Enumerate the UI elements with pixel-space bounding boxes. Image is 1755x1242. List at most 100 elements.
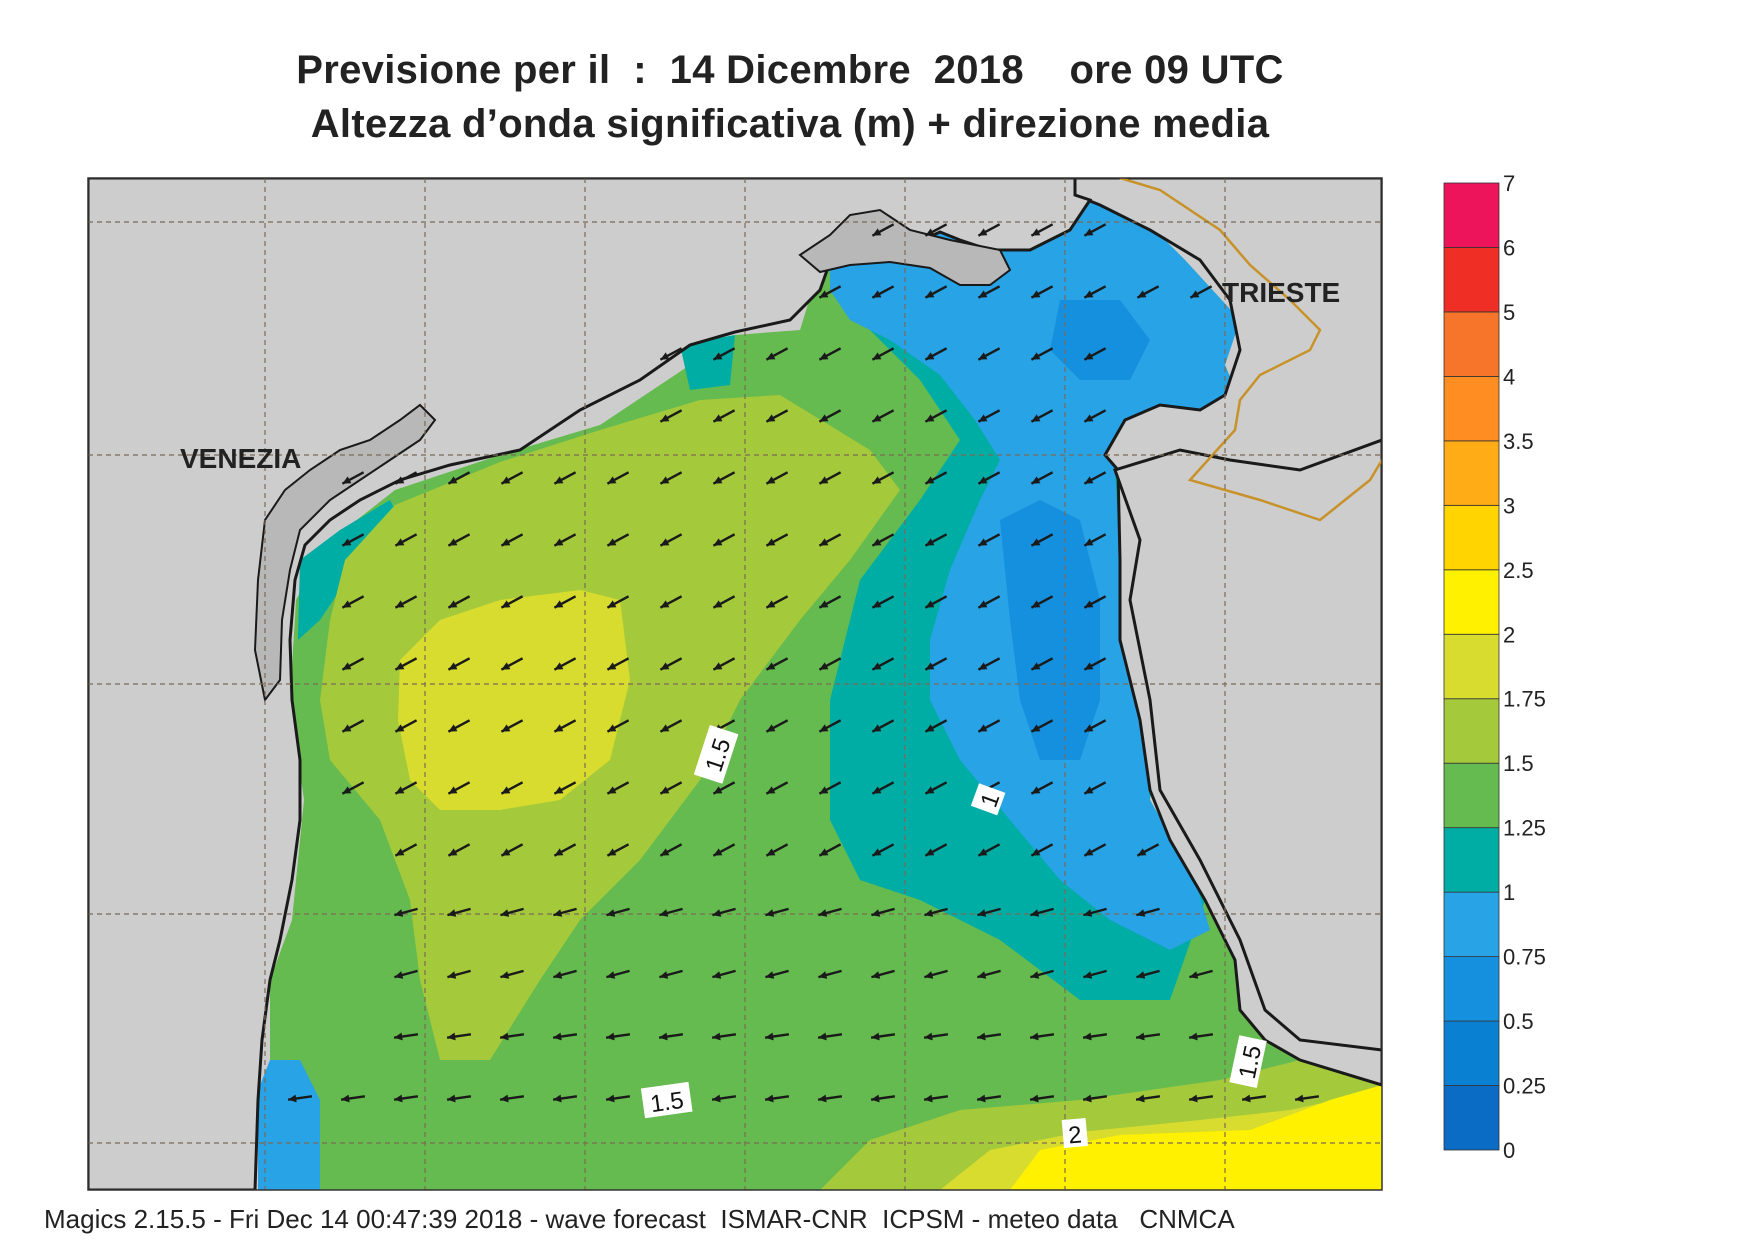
direction-arrowhead (342, 662, 352, 670)
direction-arrowhead (1242, 1094, 1251, 1103)
direction-arrowhead (872, 786, 882, 794)
direction-arrowhead (925, 414, 935, 422)
direction-arrowhead (765, 909, 775, 917)
direction-arrowhead (501, 724, 511, 732)
land-istria (1113, 438, 1382, 1052)
legend-swatch (1443, 891, 1500, 958)
direction-arrowhead (659, 1032, 668, 1041)
direction-arrowhead (818, 909, 828, 917)
direction-arrowhead (1084, 228, 1094, 236)
direction-arrowhead (1031, 414, 1041, 422)
direction-arrowhead (395, 600, 405, 608)
legend-tick-label: 3.5 (1503, 429, 1534, 454)
direction-arrowhead (448, 724, 458, 732)
direction-arrowhead (554, 476, 564, 484)
direction-arrowhead (713, 538, 723, 546)
direction-arrowhead (1084, 352, 1094, 360)
legend-tick-label: 0.5 (1503, 1009, 1534, 1034)
legend-swatch (1443, 633, 1500, 700)
direction-arrowhead (554, 724, 564, 732)
direction-arrowhead (712, 1094, 721, 1103)
direction-arrowhead (924, 971, 934, 979)
direction-arrowhead (660, 352, 670, 360)
direction-arrowhead (766, 414, 776, 422)
direction-arrowhead (554, 786, 564, 794)
direction-arrowhead (1031, 538, 1041, 546)
direction-arrowhead (713, 352, 723, 360)
direction-arrowhead (501, 662, 511, 670)
direction-arrowhead (660, 662, 670, 670)
direction-arrowhead (1084, 600, 1094, 608)
direction-arrowhead (342, 600, 352, 608)
direction-arrowhead (660, 600, 670, 608)
direction-arrowhead (978, 600, 988, 608)
direction-arrowhead (501, 476, 511, 484)
direction-arrowhead (1136, 1032, 1145, 1041)
title-line-1: Previsione per il : 14 Dicembre 2018 ore… (296, 48, 1284, 92)
direction-arrowhead (1137, 848, 1147, 856)
direction-arrowhead (766, 476, 776, 484)
direction-arrowhead (1189, 1032, 1198, 1041)
direction-arrowhead (1083, 1094, 1092, 1103)
direction-arrowhead (342, 538, 352, 546)
direction-arrowhead (394, 1094, 403, 1103)
direction-arrowhead (872, 352, 882, 360)
direction-arrowhead (1084, 414, 1094, 422)
legend-tick-label: 0.75 (1503, 945, 1546, 970)
legend-tick-label: 0 (1503, 1138, 1515, 1163)
direction-arrowhead (924, 1094, 933, 1103)
direction-arrowhead (1190, 290, 1200, 298)
direction-arrowhead (395, 848, 405, 856)
direction-arrowhead (872, 662, 882, 670)
direction-arrowhead (342, 724, 352, 732)
direction-arrowhead (448, 538, 458, 546)
direction-arrowhead (554, 662, 564, 670)
direction-arrowhead (447, 971, 457, 979)
direction-arrowhead (554, 600, 564, 608)
legend-swatch (1443, 504, 1500, 571)
direction-arrowhead (712, 971, 722, 979)
direction-arrowhead (872, 600, 882, 608)
graticule (88, 178, 1382, 1190)
band-0.75-1-sw (258, 1060, 320, 1190)
direction-arrowhead (766, 352, 776, 360)
direction-arrowhead (394, 971, 404, 979)
direction-arrowhead (765, 971, 775, 979)
direction-arrowhead (871, 971, 881, 979)
legend-tick-label: 1.75 (1503, 687, 1546, 712)
contour-labels: 1.5 1 1.5 1.5 2 (640, 725, 1267, 1150)
direction-arrowhead (394, 909, 404, 917)
direction-arrowhead (395, 538, 405, 546)
band-0.5-0.75-north (1050, 300, 1150, 380)
direction-arrowhead (978, 414, 988, 422)
direction-arrowhead (342, 476, 352, 484)
direction-arrowhead (554, 538, 564, 546)
direction-arrowhead (1030, 971, 1040, 979)
direction-arrowhead (1084, 848, 1094, 856)
direction-arrowhead (766, 538, 776, 546)
direction-arrowhead (872, 538, 882, 546)
direction-arrowhead (977, 971, 987, 979)
direction-arrowhead (713, 476, 723, 484)
band-1.75-2 (398, 590, 630, 810)
direction-arrowhead (978, 476, 988, 484)
direction-arrowhead (713, 848, 723, 856)
direction-arrowhead (819, 724, 829, 732)
direction-arrowhead (924, 909, 934, 917)
legend-tick-label: 1 (1503, 880, 1515, 905)
direction-arrowhead (818, 1094, 827, 1103)
direction-arrowhead (553, 909, 563, 917)
direction-arrowhead (977, 1032, 986, 1041)
direction-arrowhead (501, 600, 511, 608)
direction-arrowhead (660, 848, 670, 856)
direction-arrowhead (713, 414, 723, 422)
direction-arrowhead (553, 1094, 562, 1103)
direction-arrowhead (713, 786, 723, 794)
land-grado (798, 208, 1012, 286)
direction-arrowhead (1031, 476, 1041, 484)
direction-arrowhead (606, 909, 616, 917)
direction-arrowhead (1084, 786, 1094, 794)
title-line-2: Altezza d’onda significativa (m) + direz… (310, 102, 1270, 146)
legend-swatch (1443, 956, 1500, 1022)
